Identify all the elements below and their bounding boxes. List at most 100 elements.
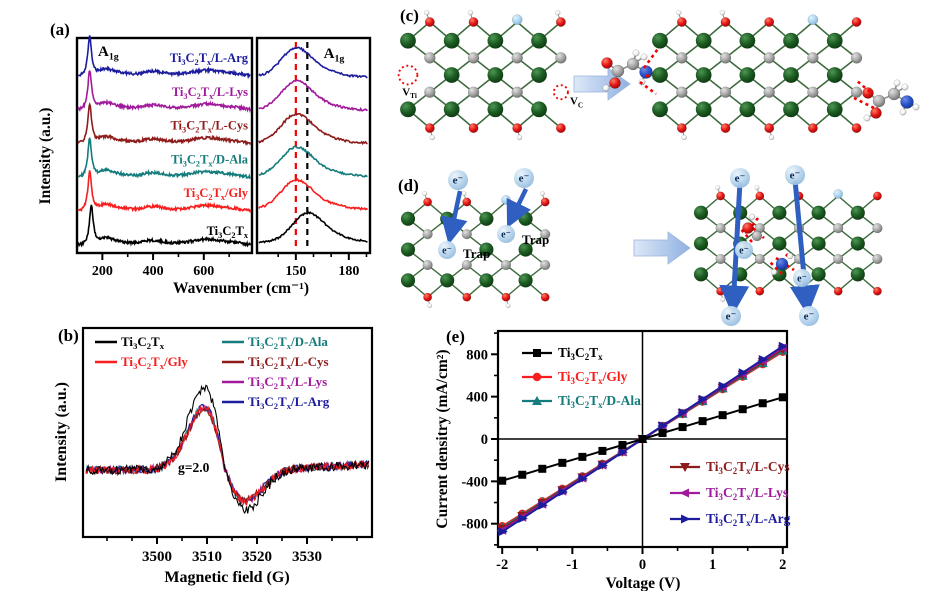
atom-O xyxy=(462,292,472,302)
h-bond xyxy=(739,227,753,243)
series-label-Ti3C2Tx/L-Arg: Ti3C2Tx/L-Arg xyxy=(170,51,249,67)
legend-label: Ti3C2Tx xyxy=(121,334,165,351)
atom-Ti xyxy=(652,101,668,118)
atom-H xyxy=(863,114,871,122)
atom-F xyxy=(833,189,843,199)
atom-Ti xyxy=(850,267,865,282)
atom-O xyxy=(512,123,523,133)
electron-bubble: e⁻ xyxy=(514,168,534,188)
series-line-Ti3C2Tx/D-Ala xyxy=(85,405,370,505)
panel-letter-d: (d) xyxy=(398,176,419,195)
atom-Ti xyxy=(531,67,548,84)
atom-H xyxy=(539,191,545,197)
electron-label: e⁻ xyxy=(501,230,511,241)
atom-Ti xyxy=(443,67,460,84)
vacancy-label: VTi xyxy=(402,86,417,100)
atom-H xyxy=(681,134,687,141)
electron-bubble: e⁻ xyxy=(448,170,468,190)
atom-Ti xyxy=(739,32,756,49)
atom-C xyxy=(833,253,844,265)
atom-O xyxy=(462,197,472,207)
atom-C xyxy=(511,52,523,64)
embedded-fragment-amine xyxy=(769,252,795,276)
tick-label: 3530 xyxy=(292,549,322,565)
atom-O xyxy=(794,286,804,296)
electron-arrow xyxy=(441,190,468,245)
atom-Ti xyxy=(531,101,548,118)
atom-Ti xyxy=(850,205,865,220)
marker xyxy=(598,446,607,455)
legend-entry-Ti3C2Tx/L-Arg: Ti3C2Tx/L-Arg xyxy=(222,394,330,411)
series-line-Ti3C2Tx/L-Arg xyxy=(85,403,370,505)
electron-bubble: e⁻ xyxy=(735,241,753,259)
mxene-slab xyxy=(400,191,551,309)
atom-O xyxy=(862,87,874,99)
electron-bubble: e⁻ xyxy=(785,165,805,185)
series-line-Ti3C2Tx/Gly xyxy=(85,405,370,507)
atom-Ti xyxy=(652,32,668,49)
atom-C xyxy=(467,52,480,64)
atom-O xyxy=(716,286,725,296)
panel-letter-b: (b) xyxy=(58,326,79,345)
atom-C xyxy=(540,259,551,271)
electron-label: e⁻ xyxy=(442,246,452,257)
atom-H xyxy=(899,108,907,116)
electron-bubble: e⁻ xyxy=(730,168,750,188)
atom-O xyxy=(556,123,566,133)
atom-C xyxy=(422,229,433,240)
atom-O xyxy=(873,286,882,296)
tick-label: -1 xyxy=(566,557,578,573)
electron-bubble: e⁻ xyxy=(721,306,741,326)
atom-H xyxy=(632,49,640,57)
tick-label: 150 xyxy=(285,264,306,279)
atom-Ti xyxy=(400,101,416,118)
x-axis-label: Wavenumber (cm⁻¹) xyxy=(173,280,309,297)
atom-Ti xyxy=(693,236,709,251)
atom-C xyxy=(467,86,480,98)
atom-C xyxy=(872,253,883,265)
marker xyxy=(778,341,789,351)
legend-entry-Ti3C2Tx/L-Lys: Ti3C2Tx/L-Lys xyxy=(670,485,788,502)
marker xyxy=(678,423,687,432)
marker xyxy=(718,411,727,420)
atom-H xyxy=(715,185,721,191)
atom-Ti xyxy=(783,101,800,118)
legend-label: Ti3C2Tx xyxy=(558,345,603,362)
atom-C xyxy=(751,230,763,242)
series-line-Ti3C2Tx/L-Arg xyxy=(77,35,251,80)
atom-O xyxy=(609,77,621,89)
panel-letter-a: (a) xyxy=(50,20,70,39)
atom-C xyxy=(719,86,732,98)
marker xyxy=(498,476,507,485)
x-axis-label: Magnetic field (G) xyxy=(164,569,289,586)
atom-O xyxy=(851,123,862,133)
electron-label: e⁻ xyxy=(735,173,746,185)
atom-H xyxy=(754,185,760,191)
legend-marker xyxy=(681,514,691,524)
series-label-Ti3C2Tx/D-Ala: Ti3C2Tx/D-Ala xyxy=(171,152,249,168)
atom-O xyxy=(601,57,613,69)
h-bond xyxy=(855,79,871,93)
atom-Ti xyxy=(695,67,712,84)
atom-H xyxy=(461,191,467,197)
atom-H xyxy=(602,84,610,92)
atom-N xyxy=(900,95,914,109)
glycine-molecule xyxy=(601,49,659,92)
electron-bubble: e⁻ xyxy=(793,269,811,287)
legend-label: Ti3C2Tx/D-Ala xyxy=(558,393,641,410)
trap-label: Trap xyxy=(522,232,549,247)
legend-marker xyxy=(532,372,542,382)
marker xyxy=(698,394,709,404)
series-zoom-line-Ti3C2Tx/D-Ala xyxy=(258,145,368,178)
atom-H xyxy=(640,53,648,61)
electron-arrow xyxy=(789,179,820,316)
legend-label: Ti3C2Tx/Gly xyxy=(558,369,628,386)
tick-label: 1 xyxy=(709,557,716,573)
atom-C xyxy=(763,52,775,64)
tick-label: 200 xyxy=(92,264,113,279)
atom-Ti xyxy=(783,32,800,49)
circle xyxy=(514,168,534,188)
h-bond xyxy=(642,45,662,69)
atom-Ti xyxy=(487,67,504,84)
